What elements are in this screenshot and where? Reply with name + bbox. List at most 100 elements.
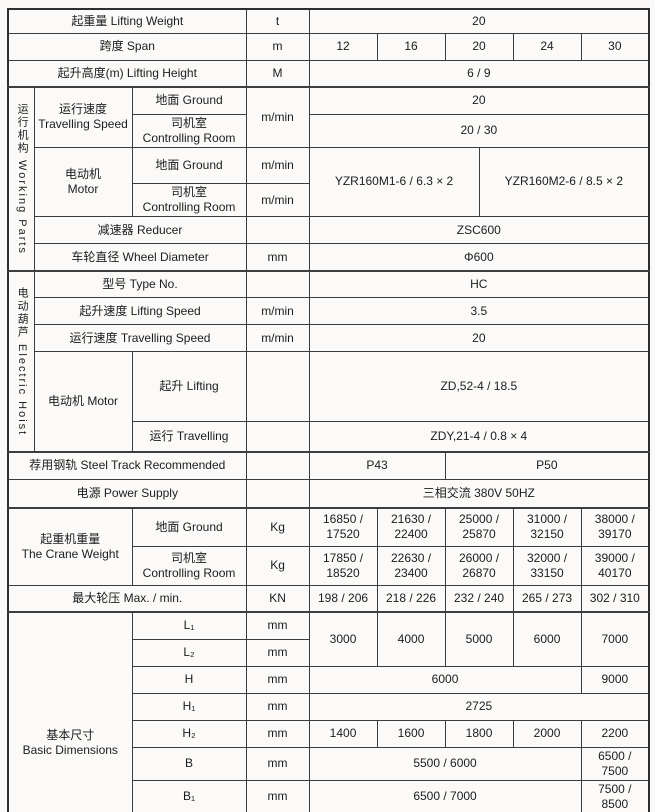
crane-weight-ground-value: 31000 / 32150	[512, 507, 582, 547]
dim-l1-label: L₁	[131, 611, 247, 640]
dim-b1-value: 7500 / 8500	[580, 779, 650, 812]
dim-l-value: 3000	[308, 611, 378, 667]
travelling-speed-ground-value: 20	[308, 86, 650, 115]
basic-dimensions-label: 基本尺寸 Basic Dimensions	[7, 611, 133, 812]
steel-track-unit	[245, 451, 310, 480]
type-no-value: HC	[308, 269, 650, 299]
steel-track-value: P43	[308, 451, 446, 480]
dim-h-value: 6000	[308, 665, 582, 694]
hoist-motor-lifting-unit	[245, 351, 310, 422]
hoist-travelling-speed-unit: m/min	[245, 324, 310, 353]
type-no-label: 型号 Type No.	[33, 269, 247, 299]
crane-weight-cab-unit: Kg	[245, 545, 310, 586]
max-wheel-pressure-value: 302 / 310	[580, 584, 650, 613]
dim-h2-value: 2200	[580, 719, 650, 748]
hoist-lifting-speed-unit: m/min	[245, 297, 310, 326]
max-wheel-pressure-value: 232 / 240	[444, 584, 514, 613]
dim-l-value: 7000	[580, 611, 650, 667]
crane-weight-ground-value: 16850 / 17520	[308, 507, 378, 547]
dim-b1-value: 6500 / 7000	[308, 779, 582, 812]
wheel-diameter-value: Φ600	[308, 243, 650, 272]
travelling-speed-unit: m/min	[245, 86, 310, 148]
travel-motor-ground-unit: m/min	[245, 146, 310, 185]
lifting-height-unit: M	[245, 59, 310, 88]
dim-b1-label: B₁	[131, 779, 247, 812]
travel-motor-value: YZR160M1-6 / 6.3 × 2	[308, 146, 480, 218]
crane-weight-ground-value: 38000 / 39170	[580, 507, 650, 547]
travelling-speed-label: 运行速度 Travelling Speed	[33, 86, 133, 148]
span-value: 20	[444, 32, 514, 61]
dim-b1-unit: mm	[245, 779, 310, 812]
span-unit: m	[245, 32, 310, 61]
crane-spec-table: 起重量 Lifting Weight t 20 跨度 Span m 12 16 …	[7, 8, 651, 812]
lifting-weight-label: 起重量 Lifting Weight	[7, 8, 247, 34]
hoist-motor-travelling-value: ZDY,21-4 / 0.8 × 4	[308, 420, 650, 453]
group-electric-hoist: 电动葫芦 Electric Hoist	[7, 269, 35, 453]
dim-l-value: 5000	[444, 611, 514, 667]
lifting-height-value: 6 / 9	[308, 59, 650, 88]
reducer-unit	[245, 216, 310, 245]
span-label: 跨度 Span	[7, 32, 247, 61]
hoist-lifting-speed-value: 3.5	[308, 297, 650, 326]
wheel-diameter-label: 车轮直径 Wheel Diameter	[33, 243, 247, 272]
dim-l2-unit: mm	[245, 638, 310, 667]
crane-weight-label: 起重机重量 The Crane Weight	[7, 507, 133, 586]
crane-weight-cab-value: 22630 / 23400	[376, 545, 446, 586]
crane-weight-ground-value: 21630 / 22400	[376, 507, 446, 547]
dim-h1-value: 2725	[308, 692, 650, 721]
travelling-speed-cab-label: 司机室 Controlling Room	[131, 113, 247, 148]
travel-motor-label: 电动机 Motor	[33, 146, 133, 218]
dim-h2-value: 1600	[376, 719, 446, 748]
hoist-lifting-speed-label: 起升速度 Lifting Speed	[33, 297, 247, 326]
max-wheel-pressure-value: 198 / 206	[308, 584, 378, 613]
steel-track-value: P50	[444, 451, 650, 480]
dim-b-unit: mm	[245, 746, 310, 781]
dim-l-value: 4000	[376, 611, 446, 667]
dim-h2-unit: mm	[245, 719, 310, 748]
travel-motor-cab-label: 司机室 Controlling Room	[131, 183, 247, 218]
group-electric-hoist-label: 电动葫芦 Electric Hoist	[16, 286, 29, 437]
crane-weight-ground-unit: Kg	[245, 507, 310, 547]
wheel-diameter-unit: mm	[245, 243, 310, 272]
max-wheel-pressure-label: 最大轮压 Max. / min.	[7, 584, 247, 613]
hoist-travelling-speed-value: 20	[308, 324, 650, 353]
hoist-motor-travelling-unit	[245, 420, 310, 453]
dim-b-label: B	[131, 746, 247, 781]
dim-l1-unit: mm	[245, 611, 310, 640]
crane-weight-cab-value: 32000 / 33150	[512, 545, 582, 586]
dim-h2-value: 1800	[444, 719, 514, 748]
power-supply-unit	[245, 478, 310, 509]
dim-b-value: 6500 / 7500	[580, 746, 650, 781]
span-value: 24	[512, 32, 582, 61]
hoist-motor-lifting-value: ZD,52-4 / 18.5	[308, 351, 650, 422]
crane-weight-cab-value: 26000 / 26870	[444, 545, 514, 586]
group-working-parts-label: 运行机构 Working Parts	[16, 103, 29, 255]
travelling-speed-cab-value: 20 / 30	[308, 113, 650, 148]
crane-weight-cab-value: 39000 / 40170	[580, 545, 650, 586]
max-wheel-pressure-value: 218 / 226	[376, 584, 446, 613]
hoist-motor-label: 电动机 Motor	[33, 351, 133, 453]
reducer-value: ZSC600	[308, 216, 650, 245]
dim-h-unit: mm	[245, 665, 310, 694]
span-value: 30	[580, 32, 650, 61]
crane-weight-ground-value: 25000 / 25870	[444, 507, 514, 547]
dim-h-label: H	[131, 665, 247, 694]
lifting-weight-unit: t	[245, 8, 310, 34]
lifting-height-label: 起升高度(m) Lifting Height	[7, 59, 247, 88]
power-supply-value: 三相交流 380V 50HZ	[308, 478, 650, 509]
dim-h-value: 9000	[580, 665, 650, 694]
lifting-weight-value: 20	[308, 8, 650, 34]
dim-l-value: 6000	[512, 611, 582, 667]
max-wheel-pressure-value: 265 / 273	[512, 584, 582, 613]
dim-b-value: 5500 / 6000	[308, 746, 582, 781]
span-value: 12	[308, 32, 378, 61]
hoist-motor-travelling-label: 运行 Travelling	[131, 420, 247, 453]
travel-motor-value: YZR160M2-6 / 8.5 × 2	[478, 146, 650, 218]
reducer-label: 减速器 Reducer	[33, 216, 247, 245]
dim-h1-label: H₁	[131, 692, 247, 721]
steel-track-label: 荐用钢轨 Steel Track Recommended	[7, 451, 247, 480]
crane-weight-cab-value: 17850 / 18520	[308, 545, 378, 586]
dim-h1-unit: mm	[245, 692, 310, 721]
hoist-motor-lifting-label: 起升 Lifting	[131, 351, 247, 422]
